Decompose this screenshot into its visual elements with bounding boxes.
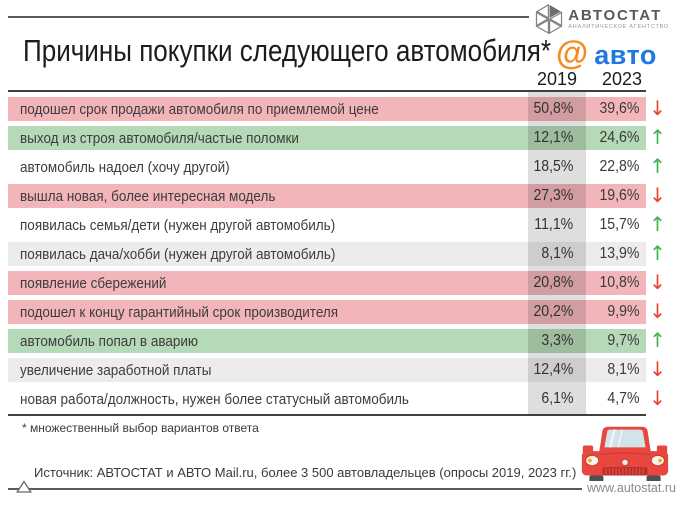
row-value-2023: 15,7% bbox=[599, 216, 639, 233]
row-value-2019: 18,5% bbox=[533, 158, 573, 175]
row-value-2019: 20,2% bbox=[533, 303, 573, 320]
row-value-2023: 10,8% bbox=[599, 274, 639, 291]
table-row-background: выход из строя автомобиля/частые поломки… bbox=[8, 126, 646, 150]
row-value-2023: 19,6% bbox=[599, 187, 639, 204]
row-value-2023: 4,7% bbox=[606, 390, 639, 407]
trend-down-icon: ↓ bbox=[649, 96, 666, 120]
row-label: автомобиль надоел (хочу другой) bbox=[20, 158, 230, 176]
row-label: автомобиль попал в аварию bbox=[20, 332, 199, 350]
table-row: подошел срок продажи автомобиля по прием… bbox=[8, 97, 669, 121]
table-bottom-divider bbox=[8, 414, 646, 416]
table-row: автомобиль попал в аварию 3,3% 9,7% ↑ bbox=[8, 329, 669, 353]
table-row-background: появление сбережений 20,8% 10,8% bbox=[8, 271, 646, 295]
car-illustration bbox=[581, 426, 669, 483]
row-value-2023: 13,9% bbox=[599, 245, 639, 262]
trend-down-icon: ↓ bbox=[649, 270, 666, 294]
trend-up-icon: ↑ bbox=[649, 328, 666, 352]
avto-mailru-logo: @ авто bbox=[556, 36, 657, 69]
trend-up-icon: ↑ bbox=[649, 154, 666, 178]
row-label: появилась семья/дети (нужен другой автом… bbox=[20, 216, 336, 234]
table-row-background: вышла новая, более интересная модель 27,… bbox=[8, 184, 646, 208]
row-label: увеличение заработной платы bbox=[20, 361, 212, 379]
trend-down-icon: ↓ bbox=[649, 299, 666, 323]
row-label: выход из строя автомобиля/частые поломки bbox=[20, 129, 299, 147]
bottom-divider bbox=[8, 488, 669, 490]
row-value-2019: 50,8% bbox=[533, 100, 573, 117]
table-row-background: подошел к концу гарантийный срок произво… bbox=[8, 300, 646, 324]
row-value-2019: 8,1% bbox=[540, 245, 573, 262]
row-value-2023: 22,8% bbox=[599, 158, 639, 175]
trend-up-icon: ↑ bbox=[649, 125, 666, 149]
trend-down-icon: ↓ bbox=[649, 357, 666, 381]
table-row-background: новая работа/должность, нужен более стат… bbox=[8, 387, 646, 411]
autostat-hexagon-icon bbox=[536, 3, 563, 35]
table-row: новая работа/должность, нужен более стат… bbox=[8, 387, 669, 411]
row-label: подошел к концу гарантийный срок произво… bbox=[20, 303, 339, 321]
autostat-logo-name: АВТОСТАТ bbox=[568, 6, 663, 24]
table-row-background: появилась дача/хобби (нужен другой автом… bbox=[8, 242, 646, 266]
row-label: подошел срок продажи автомобиля по прием… bbox=[20, 100, 379, 118]
table-row-background: увеличение заработной платы 12,4% 8,1% bbox=[8, 358, 646, 382]
row-value-2019: 12,1% bbox=[533, 129, 573, 146]
website-url: www.autostat.ru bbox=[582, 481, 677, 495]
trend-up-icon: ↑ bbox=[649, 241, 666, 265]
row-value-2019: 27,3% bbox=[533, 187, 573, 204]
row-label: появилась дача/хобби (нужен другой автом… bbox=[20, 245, 336, 263]
row-value-2019: 12,4% bbox=[533, 361, 573, 378]
row-value-2019: 20,8% bbox=[533, 274, 573, 291]
trend-down-icon: ↓ bbox=[649, 183, 666, 207]
footnote: * множественный выбор вариантов ответа bbox=[22, 421, 259, 435]
row-label: появление сбережений bbox=[20, 274, 167, 292]
table-row-background: автомобиль надоел (хочу другой) 18,5% 22… bbox=[8, 155, 646, 179]
avto-logo-text: авто bbox=[594, 40, 657, 70]
row-value-2019: 11,1% bbox=[534, 216, 573, 233]
table-header-divider bbox=[8, 90, 646, 92]
source-text: Источник: АВТОСТАТ и АВТО Mail.ru, более… bbox=[34, 465, 577, 480]
table-row: автомобиль надоел (хочу другой) 18,5% 22… bbox=[8, 155, 669, 179]
top-divider bbox=[8, 16, 669, 18]
autostat-logo: АВТОСТАТ АНАЛИТИЧЕСКОЕ АГЕНТСТВО bbox=[529, 1, 673, 37]
table-row: увеличение заработной платы 12,4% 8,1% ↓ bbox=[8, 358, 669, 382]
table-row: появление сбережений 20,8% 10,8% ↓ bbox=[8, 271, 669, 295]
column-header-2019: 2019 bbox=[536, 69, 578, 89]
table-row: появилась семья/дети (нужен другой автом… bbox=[8, 213, 669, 237]
table-row-background: автомобиль попал в аварию 3,3% 9,7% bbox=[8, 329, 646, 353]
row-value-2019: 6,1% bbox=[540, 390, 573, 407]
table-row: выход из строя автомобиля/частые поломки… bbox=[8, 126, 669, 150]
autostat-logo-subtitle: АНАЛИТИЧЕСКОЕ АГЕНТСТВО bbox=[568, 23, 669, 30]
trend-up-icon: ↑ bbox=[649, 212, 666, 236]
table-row: подошел к концу гарантийный срок произво… bbox=[8, 300, 669, 324]
table-row: появилась дача/хобби (нужен другой автом… bbox=[8, 242, 669, 266]
page-title: Причины покупки следующего автомобиля* bbox=[23, 33, 552, 68]
row-value-2023: 8,1% bbox=[606, 361, 639, 378]
row-value-2023: 9,7% bbox=[606, 332, 639, 349]
at-sign-icon: @ bbox=[556, 34, 589, 71]
column-header-2023: 2023 bbox=[601, 69, 643, 89]
table-row-background: подошел срок продажи автомобиля по прием… bbox=[8, 97, 646, 121]
table-row-background: появилась семья/дети (нужен другой автом… bbox=[8, 213, 646, 237]
row-value-2023: 39,6% bbox=[599, 100, 639, 117]
reasons-table: подошел срок продажи автомобиля по прием… bbox=[8, 97, 669, 416]
triangle-mark-icon bbox=[16, 480, 32, 493]
row-label: новая работа/должность, нужен более стат… bbox=[20, 390, 409, 408]
row-label: вышла новая, более интересная модель bbox=[20, 187, 276, 205]
row-value-2023: 9,9% bbox=[606, 303, 639, 320]
trend-down-icon: ↓ bbox=[649, 386, 666, 410]
row-value-2019: 3,3% bbox=[540, 332, 573, 349]
table-row: вышла новая, более интересная модель 27,… bbox=[8, 184, 669, 208]
row-value-2023: 24,6% bbox=[599, 129, 639, 146]
